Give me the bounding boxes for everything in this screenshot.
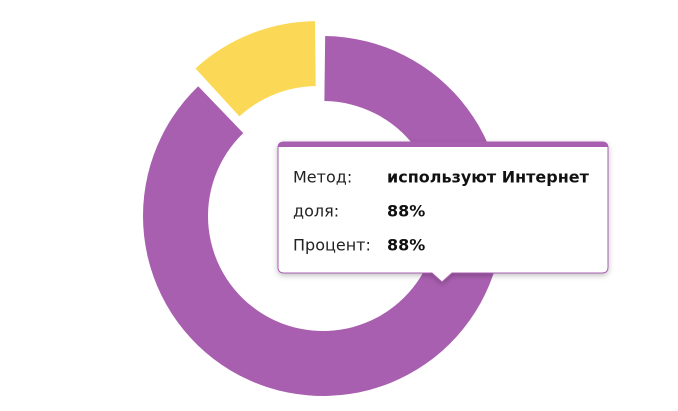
donut — [142, 21, 504, 396]
tooltip-accent — [278, 142, 608, 148]
tooltip: Метод: используют Интернет доля: 88% Про… — [277, 141, 609, 283]
tooltip-label: Метод: — [293, 168, 352, 187]
slice[interactable] — [142, 36, 504, 396]
tooltip-label: Процент: — [293, 236, 371, 255]
tooltip-value: 88% — [387, 236, 425, 255]
tooltip-value: используют Интернет — [387, 168, 590, 187]
tooltip-value: 88% — [387, 202, 425, 221]
tooltip-label: доля: — [293, 202, 339, 221]
slice[interactable] — [195, 21, 316, 117]
